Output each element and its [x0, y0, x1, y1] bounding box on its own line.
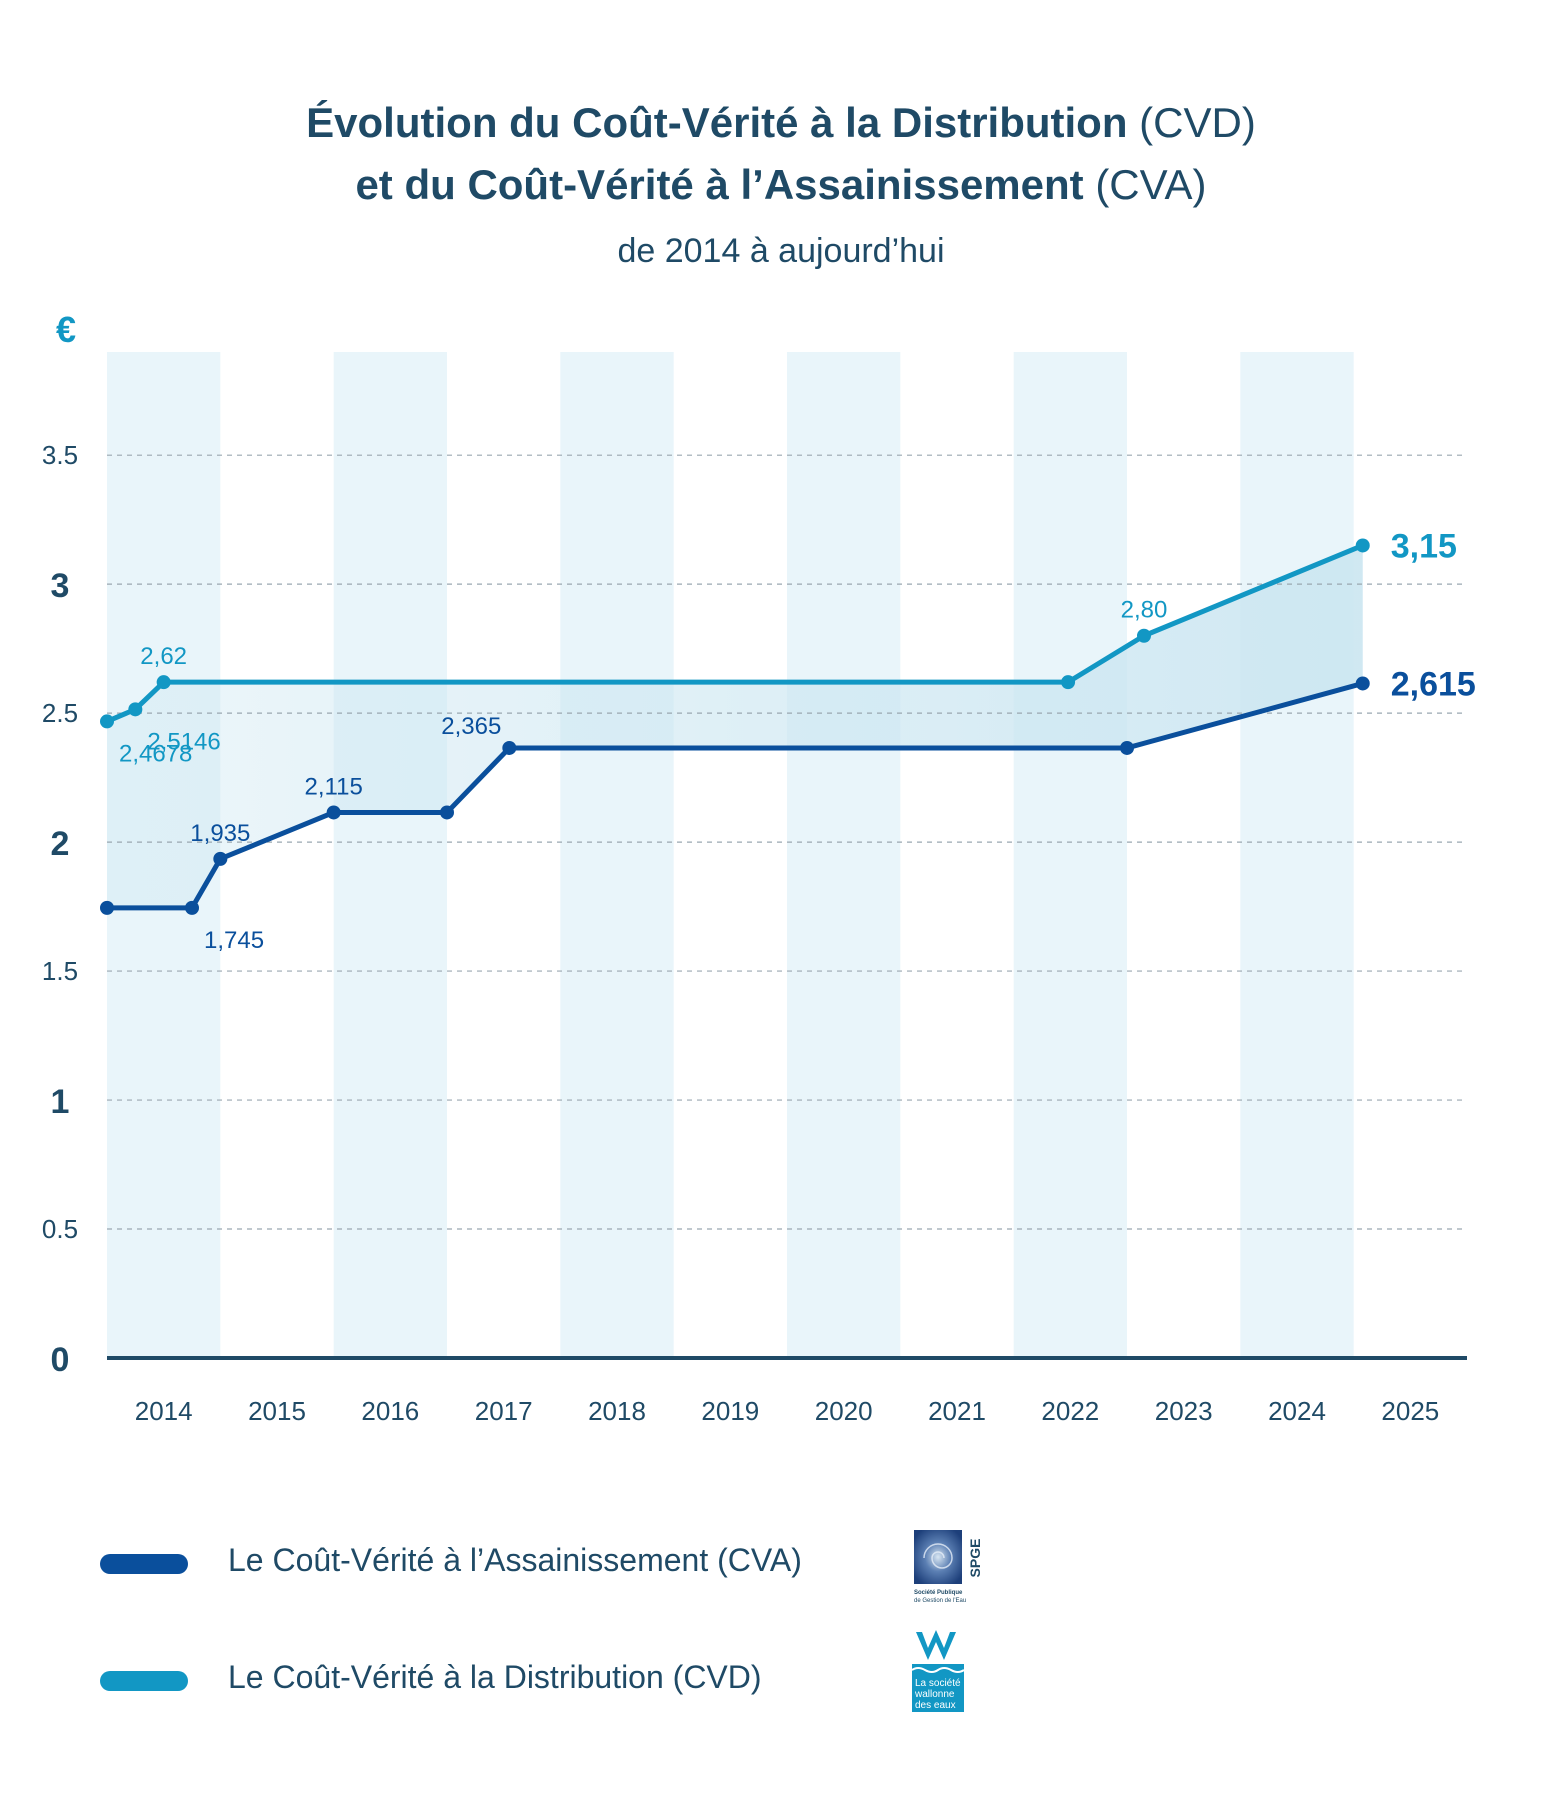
year-band-2024 — [1240, 352, 1354, 1358]
x-tick-label: 2015 — [248, 1396, 306, 1426]
legend-swatch-cva — [100, 1554, 188, 1574]
legend-swatch-cvd — [100, 1671, 188, 1691]
swde-logo: La société wallonne des eaux — [911, 1630, 965, 1712]
x-tick-label: 2021 — [928, 1396, 986, 1426]
year-band-2022 — [1013, 352, 1127, 1358]
swde-caption-3: des eaux — [915, 1700, 956, 1711]
data-point-cvd — [156, 675, 171, 690]
data-point-cva — [185, 900, 199, 915]
legend-item-cva: Le Coût-Vérité à l’Assainissement (CVA) — [100, 1530, 1000, 1590]
title-line-1: Évolution du Coût-Vérité à la Distributi… — [0, 92, 1562, 154]
area-between-series — [107, 545, 1363, 908]
data-label-cvd: 2,5146 — [147, 728, 220, 755]
year-band-2018 — [560, 352, 674, 1358]
data-label-cva: 1,745 — [204, 927, 264, 954]
line-chart: 0 0.5 1 1.5 2 2.5 3 3.5 €2014 2015 2016 2017 2018 201… — [42, 309, 1476, 1426]
spge-caption-2: de Gestion de l'Eau — [914, 1598, 966, 1604]
y-tick-label: 3.5 — [42, 440, 78, 470]
y-tick-label: 1.5 — [42, 956, 78, 986]
data-point-cvd — [128, 702, 143, 717]
swde-caption-2: wallonne — [914, 1689, 955, 1700]
year-band-2020 — [787, 352, 901, 1358]
y-tick-label: 3 — [51, 567, 70, 605]
data-point-cvd — [100, 714, 114, 729]
title-line-2-bold: et du Coût-Vérité à l’Assainissement — [355, 161, 1084, 208]
chart-subtitle: de 2014 à aujourd’hui — [617, 232, 945, 270]
x-tick-label: 2016 — [361, 1396, 419, 1426]
x-tick-label: 2023 — [1155, 1396, 1213, 1426]
x-tick-label: 2024 — [1268, 1396, 1326, 1426]
title-line-1-normal: (CVD) — [1127, 99, 1256, 146]
data-label-cva: 2,365 — [441, 713, 501, 740]
y-tick-label: 2.5 — [42, 698, 78, 728]
data-point-cva — [1355, 676, 1370, 691]
title-line-2-normal: (CVA) — [1083, 161, 1207, 208]
series-line-cva — [104, 680, 1366, 911]
y-tick-label: 2 — [51, 825, 70, 863]
data-point-cva — [213, 851, 228, 866]
x-tick-label: 2022 — [1041, 1396, 1099, 1426]
data-label-cvd: 2,62 — [140, 643, 187, 670]
x-tick-label: 2017 — [475, 1396, 533, 1426]
y-axis-unit-label: € — [56, 309, 76, 350]
data-label-cvd: 2,80 — [1121, 597, 1168, 624]
spge-logo: SPGE Société Publique de Gestion de l'Ea… — [914, 1530, 983, 1604]
y-tick-label: 0 — [51, 1341, 70, 1379]
data-point-cvd — [1355, 538, 1370, 553]
legend-item-cvd: Le Coût-Vérité à la Distribution (CVD) — [100, 1647, 1000, 1707]
spge-logo-text: SPGE — [967, 1539, 983, 1578]
chart-title: Évolution du Coût-Vérité à la Distributi… — [0, 92, 1562, 276]
y-tick-label: 1 — [51, 1083, 70, 1121]
legend-label-cvd: Le Coût-Vérité à la Distribution (CVD) — [228, 1659, 762, 1695]
data-point-cva — [440, 805, 454, 820]
x-tick-label: 2018 — [588, 1396, 646, 1426]
year-band-2016 — [333, 352, 447, 1358]
data-label-cvd: 2,4678 — [119, 740, 192, 767]
x-tick-label: 2019 — [701, 1396, 759, 1426]
legend-label-cva: Le Coût-Vérité à l’Assainissement (CVA) — [228, 1542, 802, 1578]
title-line-1-bold: Évolution du Coût-Vérité à la Distributi… — [306, 99, 1128, 146]
data-point-cva — [100, 900, 114, 915]
x-tick-label: 2020 — [815, 1396, 873, 1426]
data-label-cvd: 3,15 — [1391, 527, 1457, 565]
x-tick-label: 2014 — [135, 1396, 193, 1426]
data-point-cvd — [1061, 675, 1076, 690]
swde-caption-1: La société — [915, 1678, 961, 1689]
y-tick-label: 0.5 — [42, 1214, 78, 1244]
data-label-cva: 2,115 — [305, 773, 363, 800]
data-label-cva: 1,935 — [190, 820, 250, 847]
title-line-2: et du Coût-Vérité à l’Assainissement (CV… — [0, 154, 1562, 216]
x-tick-label: 2025 — [1381, 1396, 1439, 1426]
spge-caption-1: Société Publique — [914, 1590, 963, 1596]
data-label-cva: 2,615 — [1391, 665, 1476, 703]
data-point-cva — [502, 740, 517, 755]
data-point-cvd — [1137, 628, 1151, 643]
data-point-cva — [326, 805, 341, 820]
data-point-cva — [1120, 740, 1134, 755]
